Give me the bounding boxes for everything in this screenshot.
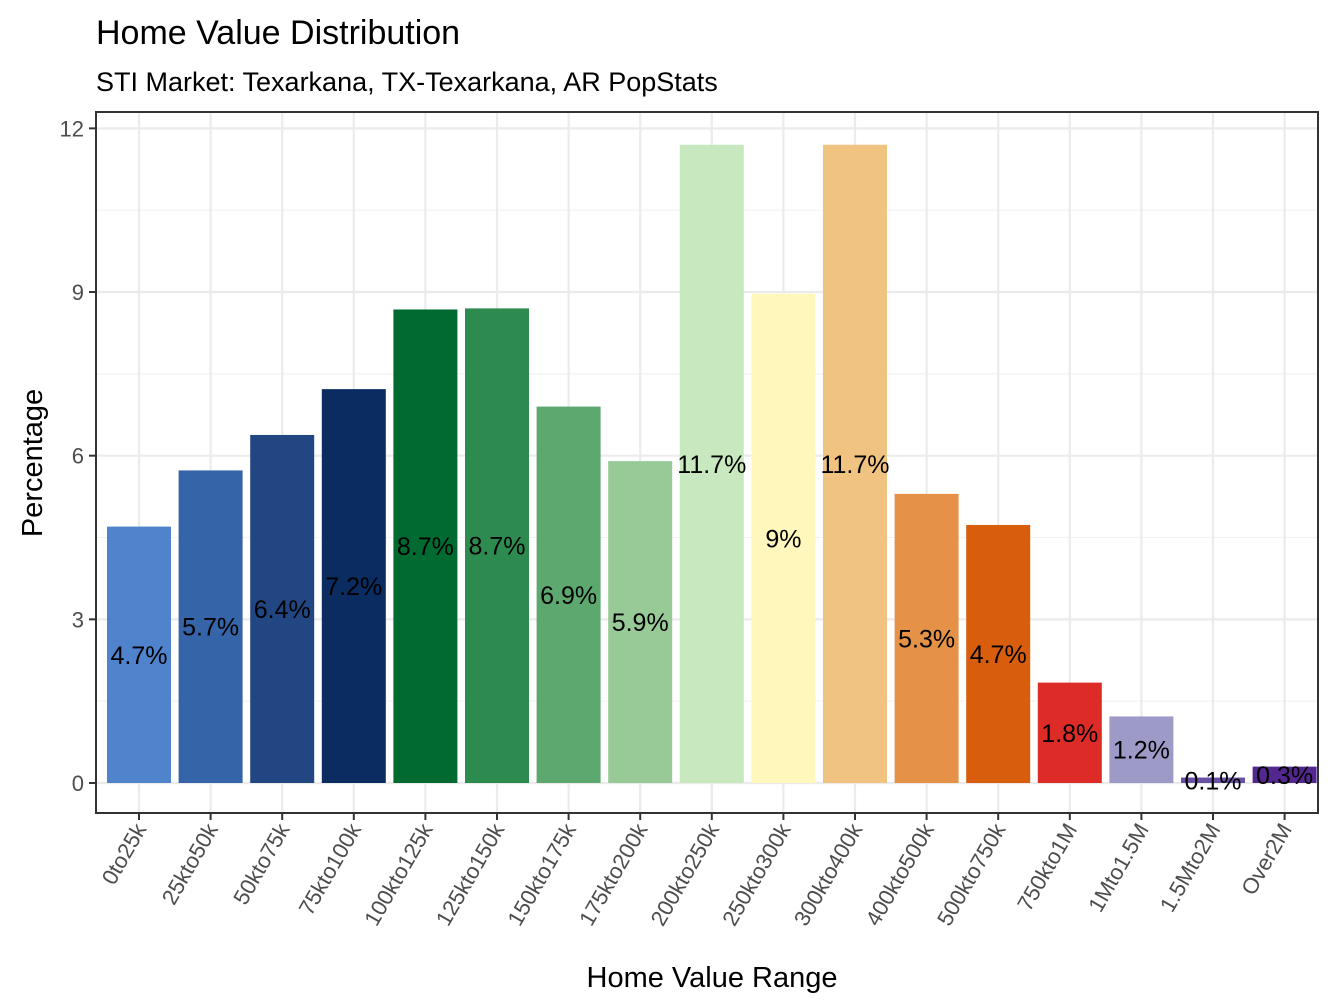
y-tick-label: 6 [72,444,84,469]
bar-200kto250k [679,144,744,783]
chart-subtitle: STI Market: Texarkana, TX-Texarkana, AR … [96,67,718,97]
y-tick-label: 0 [72,771,84,796]
y-tick-label: 9 [72,280,84,305]
x-tick-label-750kto1M: 750kto1M [1012,819,1082,915]
x-tick-label-500kto750k: 500kto750k [932,818,1011,930]
data-label-750kto1M: 1.8% [1041,720,1098,748]
bar-0to25k [107,526,171,783]
y-axis-title: Percentage [17,389,49,537]
bar-150kto175k [536,406,601,783]
x-tick-label-Over2M: Over2M [1236,819,1297,899]
x-tick-label-175kto200k: 175kto200k [574,818,653,930]
bar-175kto200k [608,461,673,783]
bar-750kto1M [1037,682,1102,783]
bar-125kto150k [465,308,529,783]
x-tick-label-150kto175k: 150kto175k [502,818,581,930]
bar-Over2M [1252,766,1317,783]
data-label-1Mto1.5M: 1.2% [1113,737,1170,765]
chart-title: Home Value Distribution [96,14,460,52]
plot-area: 4.7% 5.7% 6.4% 7.2% 8.7% 8.7% 6.9% 5.9% 11.7% 9% 1… [60,111,1319,930]
bar-400kto500k [894,493,959,783]
x-tick-label-200kto250k: 200kto250k [646,818,725,930]
bar-100kto125k [393,309,458,783]
bar-250kto300k [751,293,816,783]
bar-1.5Mto2M [1181,777,1245,783]
data-label-125kto150k: 8.7% [469,533,526,561]
data-label-1.5Mto2M: 0.1% [1185,767,1242,795]
x-tick-label-1Mto1.5M: 1Mto1.5M [1083,819,1154,916]
plot-border [95,111,1319,814]
data-label-25kto50k: 5.7% [182,614,239,642]
x-tick-label-400kto500k: 400kto500k [860,818,939,930]
data-label-150kto175k: 6.9% [540,582,597,610]
data-label-200kto250k: 11.7% [677,451,746,479]
x-tick-label-0to25k: 0to25k [97,818,152,889]
data-label-500kto750k: 4.7% [970,641,1027,669]
bar-50kto75k [250,434,315,783]
bar-25kto50k [178,470,243,783]
data-label-250kto300k: 9% [765,525,801,553]
data-label-0to25k: 4.7% [111,642,168,670]
y-tick-label: 12 [60,116,84,141]
data-label-Over2M: 0.3% [1256,762,1313,790]
x-tick-label-250kto300k: 250kto300k [717,818,796,930]
bar-500kto750k [966,524,1031,783]
x-tick-label-50kto75k: 50kto75k [228,818,295,909]
x-tick-label-125kto150k: 125kto150k [431,818,510,930]
data-label-400kto500k: 5.3% [898,625,955,653]
x-tick-label-25kto50k: 25kto50k [157,818,224,909]
y-tick-label: 3 [72,607,84,632]
data-label-300kto400k: 11.7% [820,451,889,479]
x-tick-label-75kto100k: 75kto100k [294,818,367,919]
x-tick-label-300kto400k: 300kto400k [789,818,868,930]
x-tick-label-1.5Mto2M: 1.5Mto2M [1155,819,1226,916]
x-tick-label-100kto125k: 100kto125k [359,818,438,930]
data-label-100kto125k: 8.7% [397,533,454,561]
bar-300kto400k [823,144,887,783]
bar-1Mto1.5M [1109,716,1174,783]
data-label-50kto75k: 6.4% [254,596,311,624]
data-label-75kto100k: 7.2% [325,573,382,601]
x-axis-title: Home Value Range [587,962,838,994]
bar-75kto100k [321,389,386,783]
data-label-175kto200k: 5.9% [612,609,669,637]
